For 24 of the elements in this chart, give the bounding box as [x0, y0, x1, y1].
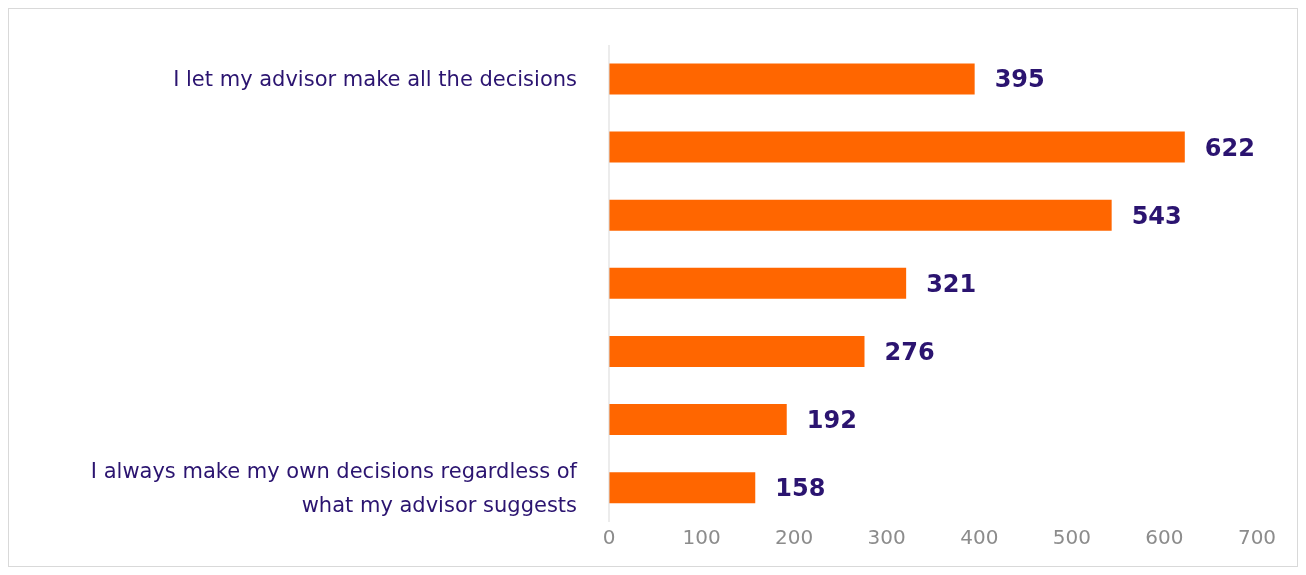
data-label: 543: [1131, 201, 1182, 230]
bar: [609, 335, 865, 367]
y-tick-label: I let my advisor make all the decisions: [173, 67, 577, 92]
data-label: 395: [994, 65, 1045, 94]
x-tick-label: 600: [1145, 525, 1184, 550]
x-tick-label: 200: [775, 525, 814, 550]
data-label: 158: [775, 474, 826, 503]
bar: [609, 267, 907, 299]
bar: [609, 404, 787, 436]
data-label: 622: [1204, 133, 1255, 162]
x-tick-label: 500: [1052, 525, 1091, 550]
x-tick-label: 0: [602, 525, 616, 550]
bar: [609, 131, 1185, 163]
x-tick-label: 400: [960, 525, 999, 550]
bar: [609, 63, 975, 95]
y-tick-label: I always make my own decisions regardless of what my advisor suggests: [90, 458, 578, 517]
x-tick-label: 100: [682, 525, 721, 550]
bar: [609, 472, 756, 504]
data-label: 321: [926, 269, 977, 298]
data-label: 276: [884, 337, 935, 366]
data-label: 192: [806, 406, 857, 435]
x-tick-label: 700: [1237, 525, 1277, 550]
x-tick-label: 300: [867, 525, 906, 550]
bar: [609, 199, 1112, 231]
